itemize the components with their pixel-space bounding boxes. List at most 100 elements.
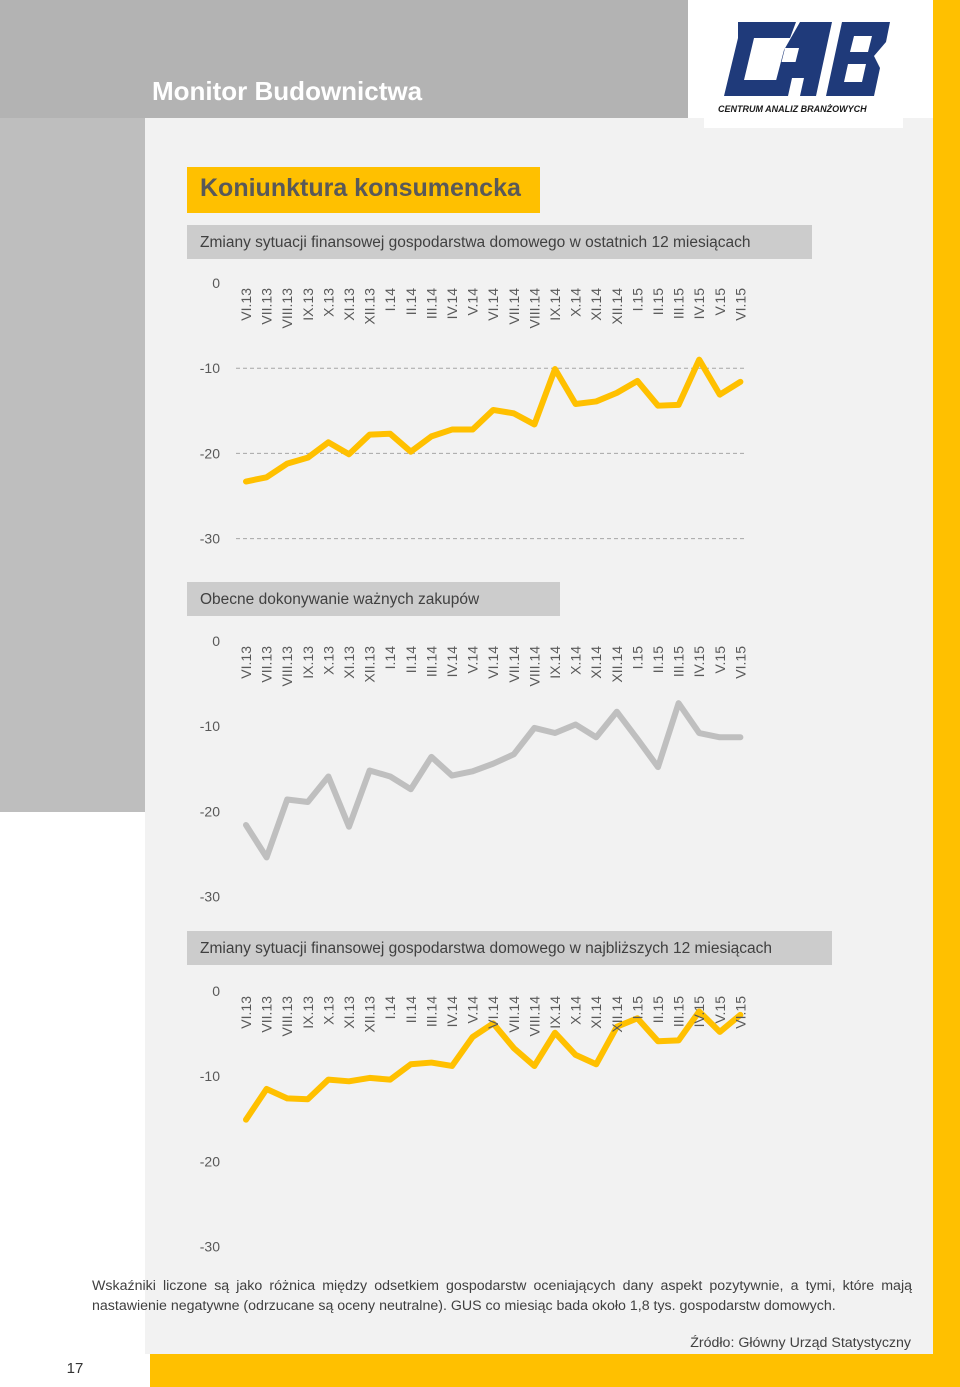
- data-point: [677, 1038, 681, 1042]
- x-tick-label: XI.14: [588, 646, 604, 679]
- x-tick-label: I.15: [629, 288, 645, 312]
- x-tick-label: X.14: [568, 646, 584, 675]
- x-tick-label: IX.14: [547, 288, 563, 321]
- data-point: [244, 1118, 248, 1122]
- accent-bar-bottom: [150, 1354, 933, 1387]
- data-point: [265, 1087, 269, 1091]
- x-tick-label: III.15: [671, 288, 687, 319]
- x-tick-label: VII.14: [506, 646, 522, 683]
- chart-1-title: Zmiany sytuacji finansowej gospodarstwa …: [200, 234, 751, 251]
- x-tick-label: III.14: [423, 996, 439, 1027]
- x-tick-label: I.15: [629, 646, 645, 670]
- x-tick-label: X.13: [320, 996, 336, 1025]
- x-tick-label: VI.14: [485, 646, 501, 679]
- x-tick-label: XI.13: [341, 646, 357, 679]
- x-tick-label: VII.13: [259, 288, 275, 325]
- x-tick-label: VII.14: [506, 288, 522, 325]
- chart-3-svg: 0 -10 -20 -30 VI.13 VII.13 VIII.13 IX.13 X.13 XI.…: [200, 983, 749, 1255]
- data-point: [326, 774, 330, 778]
- chart-2-svg: 0 -10 -20 -30 VI.13 VII.13 VIII.13 IX.13 X.13 XI.…: [200, 633, 749, 905]
- x-tick-label: I.15: [629, 996, 645, 1020]
- data-point: [244, 480, 248, 484]
- data-point: [677, 403, 681, 407]
- y-tick-label: -30: [200, 1239, 220, 1255]
- x-tick-label: V.14: [465, 288, 481, 316]
- x-tick-label: XI.13: [341, 996, 357, 1029]
- data-point: [285, 797, 289, 801]
- data-point: [553, 731, 557, 735]
- x-tick-label: I.14: [382, 646, 398, 670]
- x-tick-label: V.14: [465, 646, 481, 674]
- y-tick-label: -10: [200, 360, 220, 376]
- x-tick-label: IX.13: [300, 288, 316, 321]
- accent-bar-right: [933, 0, 960, 1387]
- x-tick-label: XII.13: [362, 288, 378, 325]
- data-point: [574, 722, 578, 726]
- x-tick-label: VIII.14: [526, 646, 542, 687]
- document-title: Monitor Budownictwa: [152, 76, 423, 106]
- x-tick-label: V.15: [712, 996, 728, 1024]
- x-tick-label: X.13: [320, 288, 336, 317]
- y-tick-label: -10: [200, 718, 220, 734]
- data-point: [615, 1025, 619, 1029]
- data-point: [265, 855, 269, 859]
- data-point: [409, 787, 413, 791]
- x-tick-label: II.15: [650, 646, 666, 673]
- y-tick-label: -30: [200, 531, 220, 547]
- x-tick-label: I.14: [382, 288, 398, 312]
- data-point: [574, 402, 578, 406]
- series-line: [243, 700, 744, 861]
- x-tick-label: III.14: [423, 646, 439, 677]
- data-point: [244, 823, 248, 827]
- page-number-box: [0, 1354, 150, 1387]
- chart-3-title: Zmiany sytuacji finansowej gospodarstwa …: [200, 940, 773, 957]
- x-tick-label: III.15: [671, 996, 687, 1027]
- chart-3-title-box: [187, 931, 832, 965]
- data-point: [409, 450, 413, 454]
- data-point: [512, 752, 516, 756]
- y-tick-label: 0: [212, 983, 220, 999]
- x-tick-label: XII.13: [362, 996, 378, 1033]
- x-tick-label: V.14: [465, 996, 481, 1024]
- data-point: [471, 1035, 475, 1039]
- x-tick-label: II.15: [650, 996, 666, 1023]
- x-tick-label: VI.15: [732, 288, 748, 321]
- x-tick-label: XI.13: [341, 288, 357, 321]
- background-gray-left: [0, 0, 145, 812]
- series-line: [243, 356, 744, 485]
- data-point: [450, 1064, 454, 1068]
- section-title-box: [187, 167, 540, 213]
- x-tick-label: V.15: [712, 646, 728, 674]
- data-point: [738, 1013, 742, 1017]
- logo-caption: CENTRUM ANALIZ BRANŻOWYCH: [718, 104, 867, 114]
- data-point: [347, 1079, 351, 1083]
- x-tick-label: VII.13: [259, 996, 275, 1033]
- data-point: [265, 475, 269, 479]
- data-point: [718, 393, 722, 397]
- x-tick-label: IV.15: [691, 288, 707, 320]
- data-point: [347, 825, 351, 829]
- data-point: [491, 762, 495, 766]
- x-tick-label: XII.13: [362, 646, 378, 683]
- x-tick-label: IV.15: [691, 646, 707, 678]
- data-point: [429, 1061, 433, 1065]
- y-tick-label: -30: [200, 889, 220, 905]
- x-tick-label: XI.14: [588, 996, 604, 1029]
- data-point: [388, 432, 392, 436]
- x-tick-label: IX.13: [300, 996, 316, 1029]
- x-tick-label: VI.15: [732, 646, 748, 679]
- x-tick-label: VIII.14: [526, 288, 542, 329]
- x-tick-label: VIII.14: [526, 996, 542, 1037]
- x-tick-label: IV.15: [691, 996, 707, 1028]
- y-tick-label: 0: [212, 275, 220, 291]
- chart-2-title-box: [187, 582, 560, 616]
- x-tick-label: IV.14: [444, 288, 460, 320]
- x-tick-label: XII.14: [609, 996, 625, 1033]
- cab-logo: CENTRUM ANALIZ BRANŻOWYCH: [704, 0, 903, 128]
- x-tick-label: VI.13: [238, 996, 254, 1029]
- data-point: [553, 367, 557, 371]
- y-tick-label: -10: [200, 1068, 220, 1084]
- data-point: [738, 735, 742, 739]
- data-point: [738, 380, 742, 384]
- x-tick-label: II.14: [403, 996, 419, 1023]
